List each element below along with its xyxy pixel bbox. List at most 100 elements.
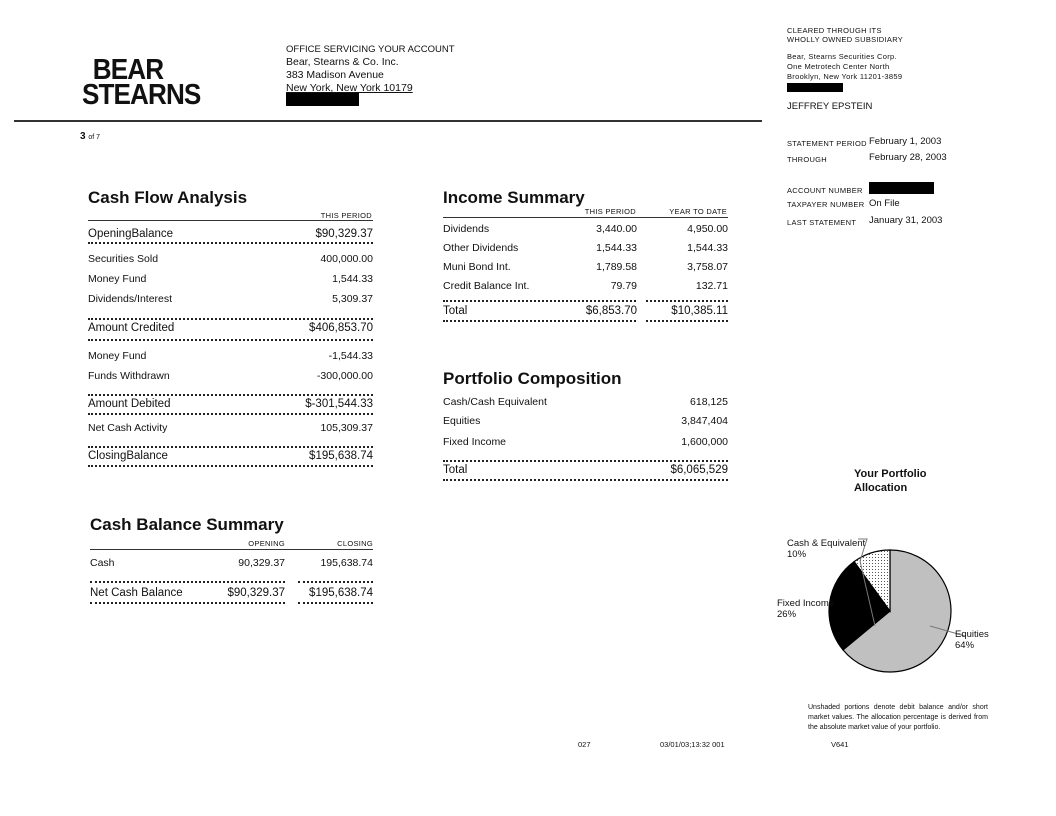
cash-flow-row: Funds Withdrawn -300,000.00 [88,368,373,384]
account-label: ACCOUNT NUMBER [787,186,863,195]
pie-label-cash-name: Cash & Equivalent [787,538,866,549]
clearing-addr2: One Metrotech Center North [787,62,890,71]
cash-balance-col1: OPENING [248,539,285,548]
row-value: $-301,544.33 [305,398,373,410]
pie-slice-cash-equivalent [853,549,891,613]
income-title: Income Summary [443,188,585,207]
cash-balance-row: Net Cash Balance $90,329.37 $195,638.74 [90,585,373,601]
row-value: 105,309.37 [320,422,373,434]
row-label: Credit Balance Int. [443,280,530,292]
taxpayer-value: On File [869,198,900,209]
dotted-rule [88,318,373,320]
through-label: THROUGH [787,155,828,164]
income-row: Muni Bond Int. 1,789.58 3,758.07 [443,259,728,275]
row-value: 400,000.00 [320,253,373,265]
row-label: Money Fund [88,273,147,285]
row-value: 618,125 [690,396,728,408]
row-label: Cash/Cash Equivalent [443,396,547,408]
row-value: $195,638.74 [309,587,373,599]
cleared-line2: WHOLLY OWNED SUBSIDIARY [787,35,904,44]
income-row: Credit Balance Int. 79.79 132.71 [443,278,728,294]
through-value: February 28, 2003 [869,152,947,163]
row-value: 1,544.33 [332,273,373,285]
rule [90,549,373,550]
row-value: $195,638.74 [309,450,373,462]
cash-flow-row: Dividends/Interest 5,309.37 [88,291,373,307]
period-label: STATEMENT PERIOD [787,139,867,148]
chart-title: Your Portfolio Allocation [854,468,927,494]
last-statement-value: January 31, 2003 [869,215,943,226]
leader-equities [929,625,966,637]
dotted-rule [298,602,373,604]
clearing-addr1: Bear, Stearns Securities Corp. [787,52,897,61]
cash-flow-row: Securities Sold 400,000.00 [88,251,373,267]
income-col2: YEAR TO DATE [669,207,727,216]
dotted-rule [443,460,728,462]
dotted-rule [298,581,373,583]
row-label: Total [443,464,468,476]
cash-balance-row: Cash 90,329.37 195,638.74 [90,555,373,571]
footer-code1: 027 [578,740,591,749]
row-value: $6,065,529 [670,464,728,476]
rule [443,217,728,218]
office-line2: 383 Madison Avenue [286,69,384,81]
row-value: 90,329.37 [238,557,285,569]
row-label: Total [443,305,468,317]
page-total: of 7 [88,134,101,141]
row-label: Amount Credited [88,322,175,334]
footer-code2: V641 [831,740,849,749]
portfolio-row: Fixed Income 1,600,000 [443,434,728,450]
row-label: Dividends/Interest [88,293,173,305]
row-label: Dividends [443,223,490,235]
row-label: Other Dividends [443,242,519,254]
rule [88,220,373,221]
pie-label-fixed: Fixed Income 26% [777,598,834,620]
cash-flow-title: Cash Flow Analysis [88,188,248,207]
client-name: JEFFREY EPSTEIN [787,101,873,112]
dotted-rule [90,581,285,583]
pie-label-equities-pct: 64% [955,640,975,651]
office-line3: New York, New York 10179 [286,82,413,94]
row-value: 79.79 [610,280,637,292]
row-label: ClosingBalance [88,450,168,462]
pie-slice-equities [842,549,952,673]
logo-line2: STEARNS [82,79,201,111]
cash-flow-row: Amount Credited $406,853.70 [88,320,373,336]
office-line1: Bear, Stearns & Co. Inc. [286,56,399,68]
cash-balance-col2: CLOSING [337,539,373,548]
dotted-rule [443,320,636,322]
row-label: Fixed Income [443,436,507,448]
row-label: Equities [443,415,481,427]
pie-label-fixed-pct: 26% [777,609,797,620]
row-value: 132.71 [695,280,728,292]
dotted-rule [90,602,285,604]
logo-line1: BEAR [92,54,164,86]
redaction [869,182,934,194]
row-value: -1,544.33 [328,350,373,362]
cash-balance-title: Cash Balance Summary [90,515,284,534]
dotted-rule [88,446,373,448]
taxpayer-label: TAXPAYER NUMBER [787,200,865,209]
allocation-note: Unshaded portions denote debit balance a… [808,704,988,731]
row-value: 1,600,000 [681,436,728,448]
leader-cash [859,560,876,627]
row-value: 3,440.00 [596,223,637,235]
row-label: Funds Withdrawn [88,370,170,382]
row-value: 5,309.37 [332,293,373,305]
row-value: 1,789.58 [596,261,637,273]
row-value: 1,544.33 [687,242,728,254]
allocation-pie-chart [828,538,966,673]
pie-slice-fixed-income [828,560,891,651]
cash-flow-row: Net Cash Activity 105,309.37 [88,420,373,436]
row-label: Amount Debited [88,398,171,410]
cash-flow-row: Amount Debited $-301,544.33 [88,396,373,412]
pie-label-cash-pct: 10% [787,549,807,560]
row-value: 1,544.33 [596,242,637,254]
portfolio-title: Portfolio Composition [443,369,622,388]
header-rule [14,120,762,122]
cash-flow-row: Money Fund 1,544.33 [88,271,373,287]
pie-label-equities-name: Equities [955,629,989,640]
dotted-rule [88,465,373,467]
footer-datetime: 03/01/03;13:32 001 [660,740,725,749]
